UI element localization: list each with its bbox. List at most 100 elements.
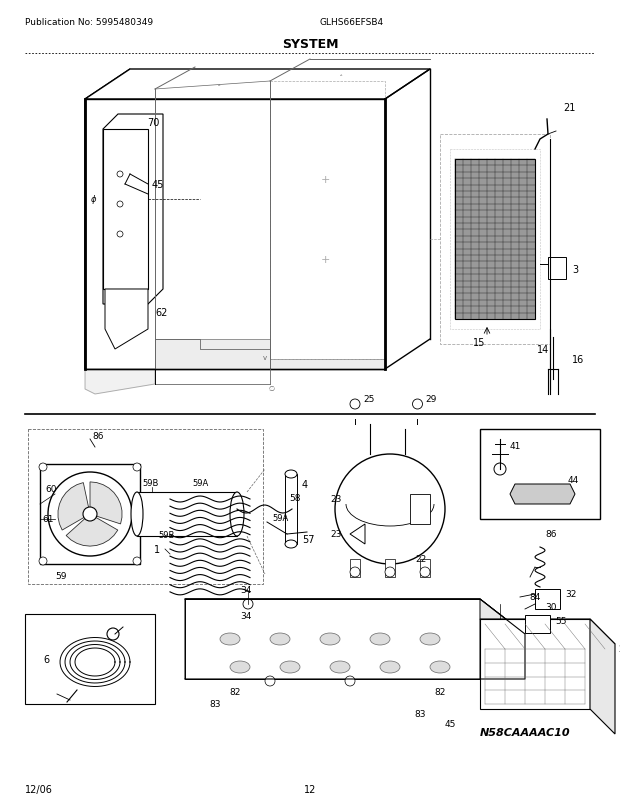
Polygon shape <box>155 339 385 370</box>
Ellipse shape <box>330 661 350 673</box>
Text: 55: 55 <box>555 617 567 626</box>
Text: +: + <box>321 175 330 184</box>
Text: 23: 23 <box>330 530 342 539</box>
Text: SYSTEM: SYSTEM <box>281 38 339 51</box>
Ellipse shape <box>420 634 440 645</box>
Text: 59A: 59A <box>272 513 288 522</box>
Ellipse shape <box>430 661 450 673</box>
Ellipse shape <box>370 634 390 645</box>
Polygon shape <box>103 130 148 290</box>
Circle shape <box>335 455 445 565</box>
Text: 14: 14 <box>537 345 549 354</box>
Bar <box>440 135 550 345</box>
Ellipse shape <box>270 634 290 645</box>
Text: 45: 45 <box>152 180 164 190</box>
Polygon shape <box>185 599 525 634</box>
Text: 30: 30 <box>545 603 557 612</box>
Bar <box>548 257 566 280</box>
Text: 6: 6 <box>43 654 49 664</box>
Circle shape <box>39 464 47 472</box>
Text: 82: 82 <box>229 687 241 696</box>
Bar <box>285 475 297 545</box>
Text: $\phi$: $\phi$ <box>90 193 97 206</box>
Text: 58: 58 <box>289 493 301 502</box>
Circle shape <box>385 567 395 577</box>
Text: $\emptyset$: $\emptyset$ <box>268 383 276 392</box>
Bar <box>28 429 263 585</box>
Text: 15: 15 <box>473 338 485 347</box>
Polygon shape <box>510 484 575 504</box>
Text: 59A: 59A <box>192 479 208 488</box>
Text: 29: 29 <box>425 395 437 404</box>
Bar <box>40 464 140 565</box>
Text: 22: 22 <box>415 555 426 564</box>
Ellipse shape <box>131 492 143 537</box>
Polygon shape <box>103 115 163 305</box>
Bar <box>410 494 430 525</box>
Bar <box>137 492 237 537</box>
Polygon shape <box>480 619 615 644</box>
Text: 59: 59 <box>55 571 66 581</box>
Text: 44: 44 <box>568 476 579 484</box>
Circle shape <box>412 399 422 410</box>
Text: 59B: 59B <box>159 530 175 539</box>
Text: 61: 61 <box>42 515 53 524</box>
Polygon shape <box>480 599 525 679</box>
Text: 4: 4 <box>302 480 308 489</box>
Text: 21: 21 <box>563 103 575 113</box>
Circle shape <box>350 399 360 410</box>
Text: 34: 34 <box>240 585 251 594</box>
Ellipse shape <box>230 661 250 673</box>
Text: 57: 57 <box>302 534 314 545</box>
Polygon shape <box>185 599 480 679</box>
Ellipse shape <box>220 634 240 645</box>
Text: 16: 16 <box>572 354 584 365</box>
Text: 60: 60 <box>45 485 56 494</box>
Polygon shape <box>58 483 90 530</box>
Circle shape <box>39 557 47 565</box>
Polygon shape <box>66 514 118 546</box>
Ellipse shape <box>285 471 297 479</box>
Text: 84: 84 <box>529 592 541 602</box>
Text: 86: 86 <box>92 431 104 440</box>
Text: 12: 12 <box>304 784 316 794</box>
Ellipse shape <box>380 661 400 673</box>
Bar <box>350 559 360 577</box>
Text: +: + <box>321 255 330 265</box>
Text: 82: 82 <box>435 687 446 696</box>
Bar <box>535 589 560 610</box>
Bar <box>480 429 600 520</box>
Polygon shape <box>480 619 590 709</box>
Polygon shape <box>90 482 122 525</box>
Circle shape <box>350 567 360 577</box>
Circle shape <box>133 557 141 565</box>
Text: 1: 1 <box>154 545 160 554</box>
Text: $\hat{}$: $\hat{}$ <box>340 72 344 78</box>
Circle shape <box>83 508 97 521</box>
Text: 83: 83 <box>209 699 221 708</box>
Text: 41: 41 <box>510 441 521 451</box>
Text: 59B: 59B <box>142 479 158 488</box>
Text: 25: 25 <box>363 395 374 404</box>
Bar <box>420 559 430 577</box>
Polygon shape <box>590 619 615 734</box>
Text: 34: 34 <box>240 611 251 620</box>
Polygon shape <box>85 100 385 370</box>
Polygon shape <box>105 290 148 350</box>
Polygon shape <box>185 599 525 679</box>
Text: 23: 23 <box>330 495 342 504</box>
Bar <box>455 160 535 320</box>
Bar <box>385 559 395 577</box>
Text: 83: 83 <box>414 709 426 718</box>
Bar <box>525 615 550 634</box>
Polygon shape <box>85 70 430 100</box>
Text: $\hat{}$: $\hat{}$ <box>218 82 222 88</box>
Text: Publication No: 5995480349: Publication No: 5995480349 <box>25 18 153 27</box>
Text: 32: 32 <box>565 589 577 599</box>
Ellipse shape <box>320 634 340 645</box>
Text: 62: 62 <box>155 308 167 318</box>
Bar <box>270 82 385 359</box>
Text: 70: 70 <box>147 118 159 128</box>
Circle shape <box>265 676 275 687</box>
Text: 12/06: 12/06 <box>25 784 53 794</box>
